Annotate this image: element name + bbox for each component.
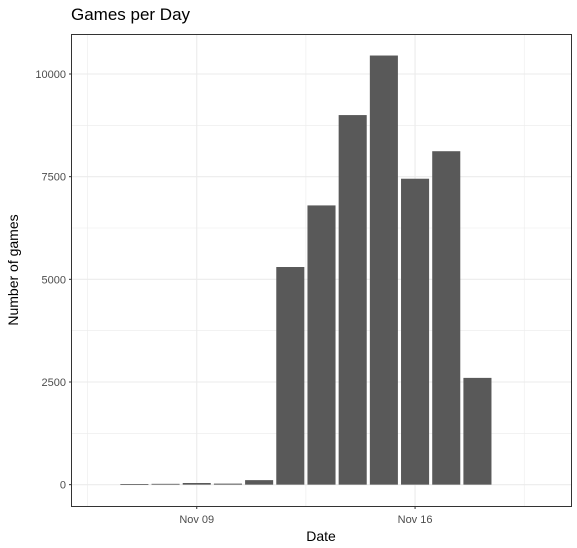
x-tick-label: Nov 09 xyxy=(179,514,214,526)
x-axis-title: Date xyxy=(306,528,336,544)
bar xyxy=(213,483,242,485)
bar xyxy=(432,151,461,485)
bar xyxy=(120,484,149,485)
y-tick-label: 2500 xyxy=(42,377,66,389)
y-axis-title: Number of games xyxy=(5,214,21,325)
bar xyxy=(276,267,305,485)
bar xyxy=(338,115,367,485)
bar xyxy=(307,205,336,485)
x-axis: Nov 09 Nov 16 xyxy=(179,506,432,526)
bar xyxy=(151,483,180,485)
chart-title: Games per Day xyxy=(71,5,191,24)
bar xyxy=(369,55,398,485)
y-tick-label: 10000 xyxy=(35,69,66,81)
y-tick-label: 7500 xyxy=(42,172,66,184)
bars xyxy=(120,55,492,485)
y-axis: 0 2500 5000 7500 10000 xyxy=(35,69,72,492)
bar xyxy=(401,178,430,485)
x-tick-label: Nov 16 xyxy=(398,514,433,526)
bar xyxy=(463,377,492,485)
bar xyxy=(182,483,211,485)
y-tick-label: 0 xyxy=(60,480,66,492)
panel-border xyxy=(71,34,572,507)
y-tick-label: 5000 xyxy=(42,274,66,286)
bar xyxy=(245,480,274,485)
